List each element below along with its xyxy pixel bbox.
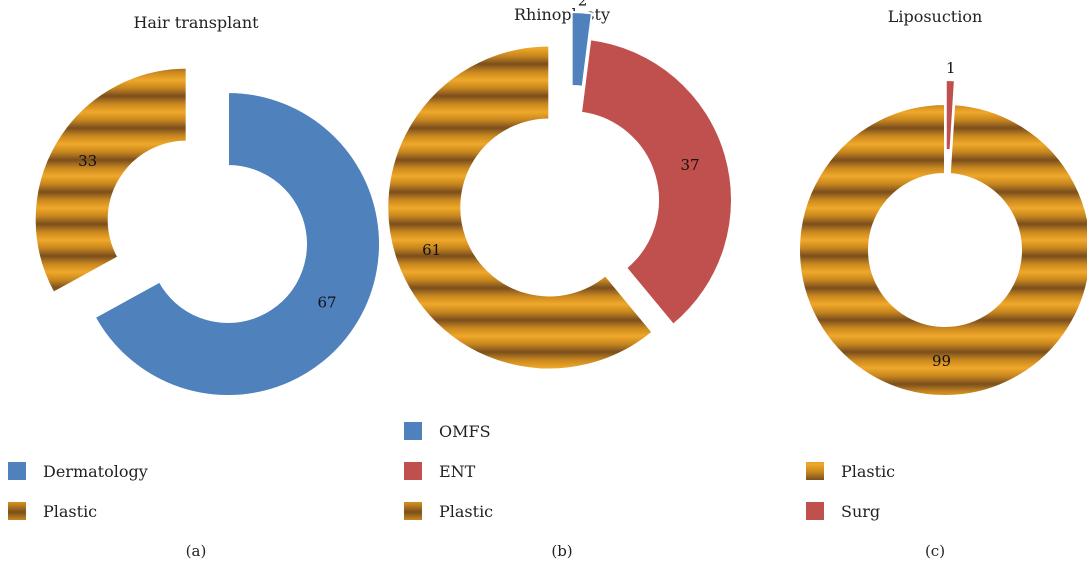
chart-title: Hair transplant [133,13,259,32]
donut-slice-omfs [570,11,594,88]
chart-title: Liposuction [888,7,983,26]
data-label-plastic: 33 [78,152,97,170]
legend-swatch-plastic [404,502,422,520]
data-label-plastic: 99 [932,352,951,370]
legend-label-plastic: Plastic [841,462,895,481]
donut-slice-plastic [386,44,654,371]
data-label-plastic: 61 [422,241,441,259]
legend-swatch-surg [806,502,824,520]
data-label-omfs: 2 [578,0,588,9]
legend-label-surg: Surg [841,502,880,521]
legend-swatch-plastic [806,462,824,480]
donut-chart-3: Liposuction 1 99 (c) [798,7,1087,560]
data-label-ent: 37 [680,156,699,174]
donut-slice-plastic [33,66,188,295]
legend-3: Plastic Surg [806,462,895,521]
panel-sublabel: (a) [186,542,207,560]
legend-label-dermatology: Dermatology [43,462,148,481]
legend-swatch-dermatology [8,462,26,480]
chart-title: Rhinoplasty [514,5,610,24]
panel-sublabel: (c) [925,542,945,560]
donut-slice-plastic [798,102,1087,397]
legend-label-plastic: Plastic [439,502,493,521]
legend-swatch-omfs [404,422,422,440]
data-label-surg: 1 [946,59,956,77]
legend-1: Dermatology Plastic [8,462,148,521]
legend-swatch-ent [404,462,422,480]
legend-label-plastic: Plastic [43,502,97,521]
legend-label-ent: ENT [439,462,476,481]
donut-slice-ent [579,38,733,327]
legend-label-omfs: OMFS [439,422,491,441]
donut-chart-1: Hair transplant 67 33 (a) [33,13,381,560]
data-label-dermatology: 67 [317,294,336,312]
panel-sublabel: (b) [551,542,572,560]
legends-layer: Dermatology Plastic OMFS ENT Plastic Plastic S… [8,422,895,521]
legend-2: OMFS ENT Plastic [404,422,493,521]
legend-swatch-plastic [8,502,26,520]
donut-slice-dermatology [93,90,381,397]
